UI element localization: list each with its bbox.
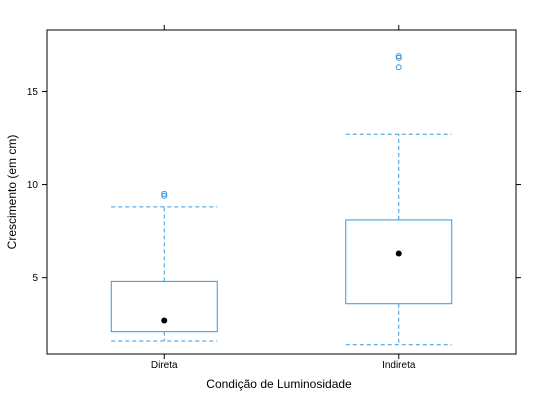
y-tick-label: 5: [32, 273, 38, 284]
boxes-layer: [110, 53, 453, 346]
plot-frame: [46, 29, 517, 355]
x-axis: Direta Indireta: [151, 25, 416, 371]
x-tick-label: Direta: [151, 360, 178, 371]
iqr-box: [110, 280, 218, 333]
y-tick-label: 15: [27, 87, 39, 98]
iqr-box: [345, 219, 453, 305]
median-dot: [395, 250, 402, 257]
x-axis-label: Condição de Luminosidade: [206, 377, 352, 391]
box-group-indireta: [345, 53, 453, 346]
outlier-point: [161, 190, 168, 197]
outlier-point: [395, 54, 402, 61]
median-dot: [161, 317, 168, 324]
x-tick-label: Indireta: [382, 360, 416, 371]
outlier-point: [395, 53, 402, 60]
outlier-point: [395, 64, 402, 71]
box-group-direta: [110, 190, 218, 342]
y-axis: 5 10 15: [27, 87, 521, 284]
y-axis-label: Crescimento (em cm): [5, 135, 19, 250]
y-tick-label: 10: [27, 180, 39, 191]
outlier-point: [161, 192, 168, 199]
